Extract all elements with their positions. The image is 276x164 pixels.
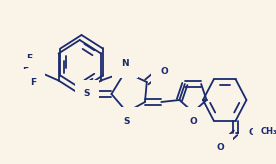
- Text: F: F: [22, 67, 28, 76]
- Text: S: S: [124, 116, 130, 125]
- Text: CH₃: CH₃: [261, 127, 276, 136]
- Text: N: N: [121, 60, 129, 69]
- Text: F: F: [30, 78, 36, 87]
- Text: O: O: [160, 68, 168, 76]
- Text: S: S: [84, 90, 90, 99]
- Text: O: O: [189, 116, 197, 125]
- Text: O: O: [248, 128, 256, 137]
- Text: F: F: [26, 54, 33, 63]
- Text: O: O: [216, 143, 224, 152]
